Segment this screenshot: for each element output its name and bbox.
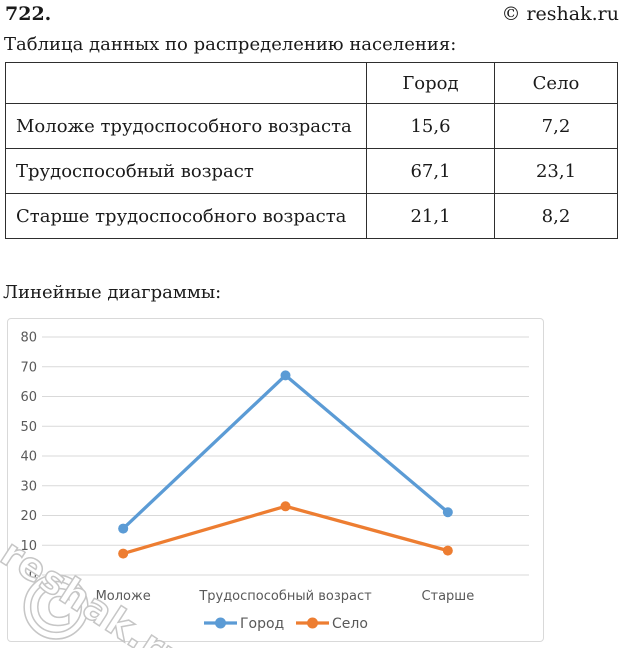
cell-value: 7,2	[494, 103, 618, 149]
svg-text:0: 0	[29, 569, 37, 584]
svg-text:70: 70	[20, 360, 37, 375]
table-header-gorod: Город	[366, 62, 495, 104]
cell-value: 15,6	[366, 103, 495, 149]
problem-number: 722.	[5, 3, 52, 25]
svg-text:30: 30	[20, 479, 37, 494]
chart-heading: Линейные диаграммы:	[3, 282, 222, 303]
cell-value: 67,1	[366, 148, 495, 194]
top-bar: 722. © reshak.ru	[5, 3, 619, 25]
svg-text:Село: Село	[332, 616, 368, 632]
table-title: Таблица данных по распределению населени…	[4, 34, 457, 55]
svg-text:Моложе: Моложе	[96, 589, 151, 604]
line-chart: 0 10 20 30 40 50 60 70 80 Моложе Трудоспособный во…	[7, 318, 544, 642]
chart-canvas: 0 10 20 30 40 50 60 70 80 Моложе Трудоспособный во…	[20, 331, 529, 632]
svg-text:60: 60	[20, 390, 37, 405]
svg-text:10: 10	[20, 539, 37, 554]
row-label: Старше трудоспособного возраста	[5, 193, 367, 239]
table-header-empty	[5, 62, 367, 104]
row-label: Моложе трудоспособного возраста	[5, 103, 367, 149]
svg-text:Старше: Старше	[421, 589, 474, 604]
row-label: Трудоспособный возраст	[5, 148, 367, 194]
svg-text:Трудоспособный возраст: Трудоспособный возраст	[198, 589, 372, 604]
table-row: Трудоспособный возраст 67,1 23,1	[5, 148, 618, 194]
svg-text:50: 50	[20, 420, 37, 435]
copyright-text: © reshak.ru	[501, 3, 619, 25]
table-row: Моложе трудоспособного возраста 15,6 7,2	[5, 103, 618, 149]
population-table: Город Село Моложе трудоспособного возрас…	[5, 62, 618, 239]
cell-value: 8,2	[494, 193, 618, 239]
table-header-row: Город Село	[5, 62, 618, 104]
table-row: Старше трудоспособного возраста 21,1 8,2	[5, 193, 618, 239]
svg-text:40: 40	[20, 450, 37, 465]
table-header-selo: Село	[494, 62, 618, 104]
cell-value: 23,1	[494, 148, 618, 194]
cell-value: 21,1	[366, 193, 495, 239]
svg-text:80: 80	[20, 331, 37, 346]
svg-text:20: 20	[20, 509, 37, 524]
svg-text:Город: Город	[240, 616, 284, 632]
